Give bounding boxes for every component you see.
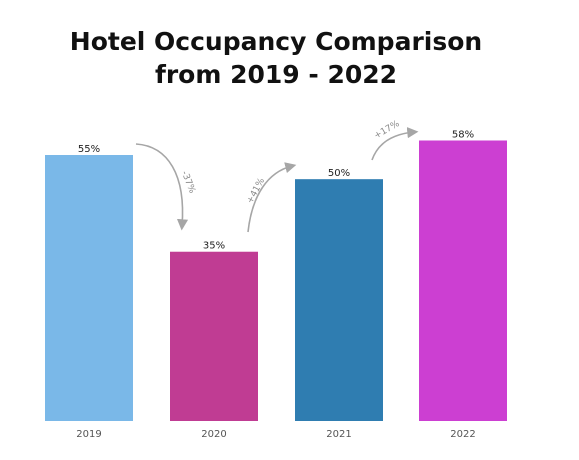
change-arrow-2019-2020 <box>135 143 189 231</box>
x-tick-label-2022: 2022 <box>450 429 475 440</box>
change-label-2020-2021: +41% <box>245 176 267 205</box>
value-label-2021: 50% <box>328 168 350 179</box>
bar-2022 <box>419 140 507 421</box>
change-label-2021-2022: +17% <box>373 119 402 142</box>
chart-title-line-2: from 2019 - 2022 <box>155 60 397 89</box>
value-label-2020: 35% <box>203 241 225 252</box>
x-tick-label-2020: 2020 <box>201 429 226 440</box>
bar-2019 <box>45 155 133 421</box>
chart-title-line-1: Hotel Occupancy Comparison <box>70 27 482 56</box>
bars-group: 55% 2019 35% 2020 50% 2021 58% 2022 <box>45 129 507 440</box>
x-tick-label-2021: 2021 <box>326 429 351 440</box>
bar-2021 <box>295 179 383 421</box>
change-arrow-2021-2022 <box>371 127 419 161</box>
change-arrow-2020-2021 <box>247 162 297 233</box>
value-label-2019: 55% <box>78 144 100 155</box>
value-label-2022: 58% <box>452 129 474 140</box>
x-tick-label-2019: 2019 <box>76 429 101 440</box>
bar-2020 <box>170 251 258 421</box>
